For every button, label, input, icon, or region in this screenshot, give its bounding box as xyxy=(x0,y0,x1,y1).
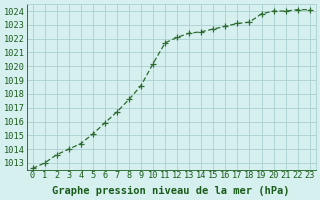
X-axis label: Graphe pression niveau de la mer (hPa): Graphe pression niveau de la mer (hPa) xyxy=(52,186,290,196)
